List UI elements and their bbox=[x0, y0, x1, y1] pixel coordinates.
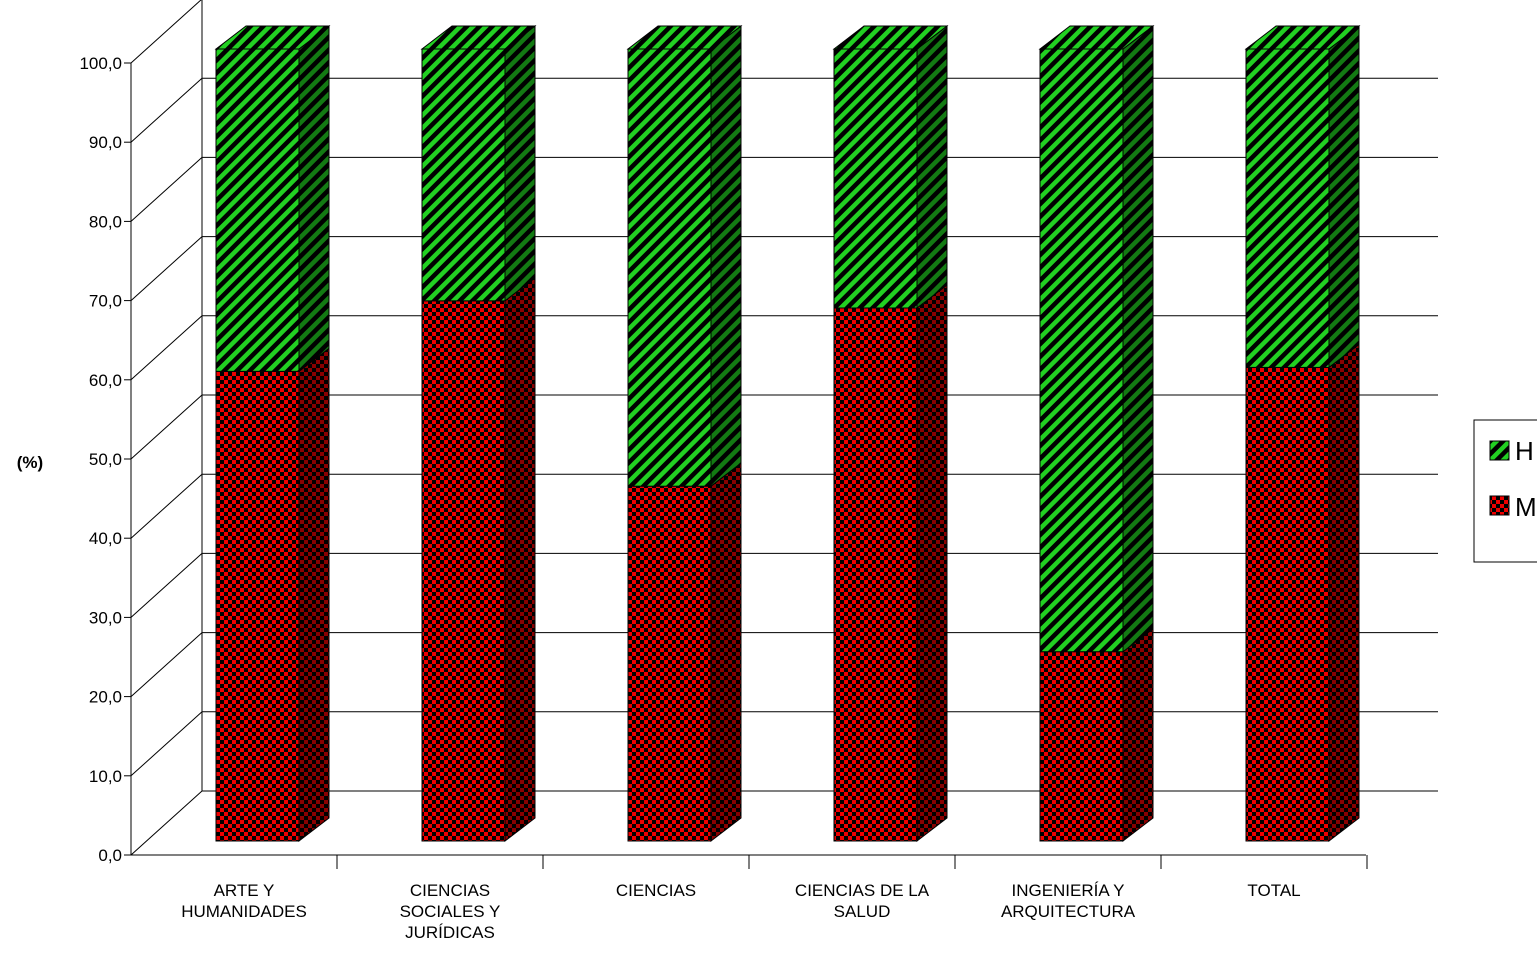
bar-side bbox=[1328, 343, 1360, 843]
axis-layer: 0,0 10,0 20,0 30,0 40,0 50,0 60,0 70,0 80,0 90,0 1… bbox=[79, 54, 1368, 942]
legend: H M bbox=[1473, 419, 1537, 563]
bar-side bbox=[1122, 627, 1154, 843]
grid-diagonal bbox=[130, 473, 203, 539]
bar-front bbox=[627, 485, 712, 842]
bar-segment-m bbox=[1039, 627, 1154, 843]
bar-side bbox=[1122, 24, 1154, 653]
bar-front bbox=[1039, 48, 1124, 653]
bar-front bbox=[421, 300, 506, 842]
grid-diagonal bbox=[130, 0, 202, 64]
y-tick-label: 30,0 bbox=[89, 608, 122, 627]
grid-diagonal bbox=[130, 157, 203, 222]
bar-top bbox=[1244, 25, 1361, 50]
bar-front bbox=[833, 48, 918, 309]
grid-diagonal bbox=[130, 236, 203, 301]
grid-diagonal bbox=[130, 790, 203, 856]
bar-side bbox=[504, 24, 536, 302]
bar-front bbox=[1245, 48, 1330, 368]
grid-diagonal bbox=[130, 394, 203, 460]
bar-segment-m bbox=[1245, 343, 1360, 843]
y-tick-label: 100,0 bbox=[79, 54, 122, 73]
bar-segment-m bbox=[833, 283, 948, 843]
bar-segment-m bbox=[215, 347, 330, 843]
y-tick-label: 50,0 bbox=[89, 450, 122, 469]
y-tick-label: 20,0 bbox=[89, 688, 122, 707]
bar-side bbox=[1328, 24, 1360, 369]
bar-segment-h bbox=[214, 24, 331, 373]
bar-side bbox=[916, 283, 948, 843]
bar-segment-m bbox=[627, 462, 742, 843]
bar-top bbox=[832, 25, 949, 50]
bar-front bbox=[1245, 366, 1330, 842]
bar-segment-h bbox=[626, 24, 743, 488]
bar-segment-h bbox=[1038, 24, 1155, 653]
bar-side bbox=[298, 24, 330, 373]
bar-segment-h bbox=[1244, 24, 1361, 369]
bar-front bbox=[1039, 651, 1124, 842]
bar-side bbox=[298, 347, 330, 843]
y-tick-label: 70,0 bbox=[89, 292, 122, 311]
bar-side bbox=[916, 24, 948, 309]
x-tick-label: TOTAL bbox=[1247, 881, 1300, 900]
grid-diagonal bbox=[130, 711, 203, 777]
bar-side bbox=[710, 24, 742, 488]
legend-label-h: H bbox=[1515, 436, 1534, 466]
x-tick-label: CIENCIAS SOCIALES Y JURÍDICAS bbox=[400, 881, 501, 942]
y-tick-label: 90,0 bbox=[89, 133, 122, 152]
legend-swatch-m bbox=[1489, 495, 1510, 516]
bar-side bbox=[710, 462, 742, 843]
x-tick-label: INGENIERÍA Y ARQUITECTURA bbox=[1001, 881, 1136, 921]
y-tick-label: 0,0 bbox=[98, 846, 122, 865]
bar-side bbox=[504, 276, 536, 843]
grid-diagonal bbox=[130, 553, 203, 618]
y-tick-label: 40,0 bbox=[89, 529, 122, 548]
bar-top bbox=[1038, 25, 1155, 50]
y-tick-label: 80,0 bbox=[89, 212, 122, 231]
x-tick-label: CIENCIAS DE LA SALUD bbox=[795, 881, 930, 921]
bar-top bbox=[420, 25, 537, 50]
y-tick-label: 60,0 bbox=[89, 371, 122, 390]
bar-segment-h bbox=[420, 24, 537, 302]
grid-layer bbox=[130, 0, 1438, 856]
x-tick-label: ARTE Y HUMANIDADES bbox=[181, 881, 307, 921]
bar-front bbox=[421, 48, 506, 302]
bar-top bbox=[214, 25, 331, 50]
y-tick-label: 10,0 bbox=[89, 767, 122, 786]
legend-swatch-h bbox=[1489, 440, 1510, 461]
bar-front bbox=[833, 307, 918, 842]
x-tick-label: CIENCIAS bbox=[616, 881, 696, 900]
y-axis-label: (%) bbox=[17, 453, 43, 472]
bar-segment-h bbox=[832, 24, 949, 309]
bar-front bbox=[215, 48, 300, 372]
legend-label-m: M bbox=[1515, 492, 1537, 522]
bar-top bbox=[626, 25, 743, 50]
bars-layer bbox=[214, 24, 1361, 843]
bar-front bbox=[627, 48, 712, 487]
bar-front bbox=[215, 370, 300, 842]
grid-diagonal bbox=[130, 315, 203, 381]
grid-diagonal bbox=[130, 77, 203, 143]
bar-segment-m bbox=[421, 276, 536, 843]
grid-diagonal bbox=[130, 632, 203, 697]
